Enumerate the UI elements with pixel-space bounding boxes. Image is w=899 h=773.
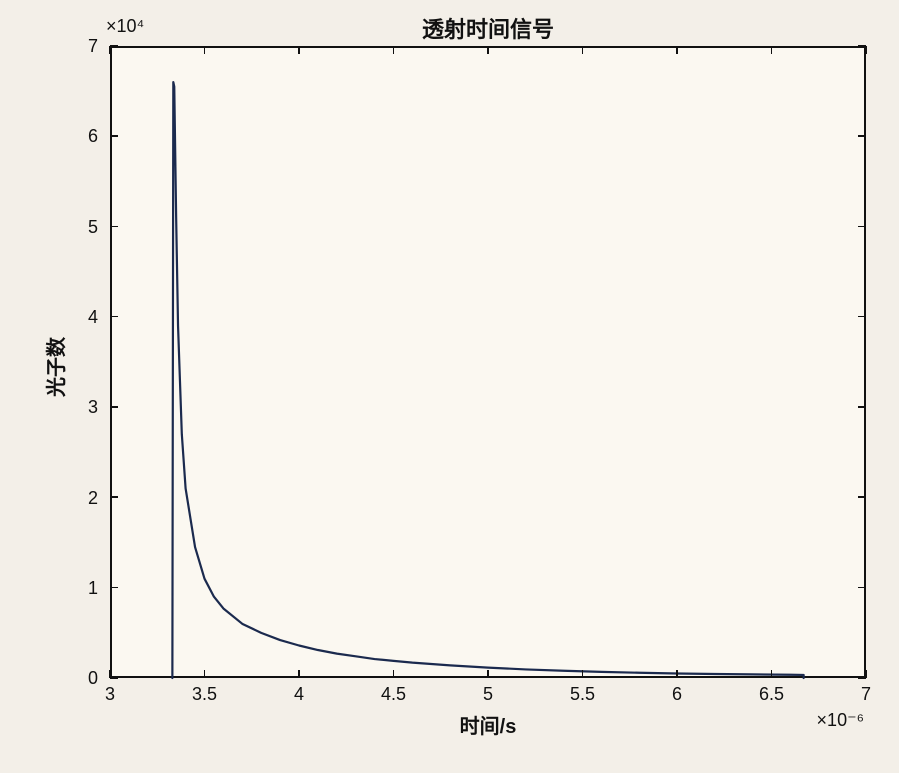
- y-tick-mark: [110, 677, 118, 679]
- x-tick-label: 7: [861, 684, 871, 705]
- x-axis-exponent: ×10⁻⁶: [817, 710, 864, 731]
- x-tick-mark: [109, 46, 111, 54]
- y-axis-exponent: ×10⁴: [106, 16, 144, 37]
- y-tick-mark: [858, 406, 866, 408]
- x-tick-mark: [582, 670, 584, 678]
- x-tick-label: 4: [294, 684, 304, 705]
- x-tick-label: 3.5: [192, 684, 217, 705]
- x-axis-label: 时间/s: [460, 710, 517, 739]
- x-tick-mark: [865, 46, 867, 54]
- x-tick-mark: [771, 46, 773, 54]
- y-tick-mark: [858, 677, 866, 679]
- y-tick-mark: [858, 587, 866, 589]
- x-tick-mark: [676, 46, 678, 54]
- x-tick-mark: [204, 670, 206, 678]
- y-tick-mark: [110, 496, 118, 498]
- y-tick-mark: [110, 406, 118, 408]
- plot-area: [110, 46, 866, 678]
- x-tick-mark: [487, 670, 489, 678]
- x-tick-mark: [393, 670, 395, 678]
- y-tick-mark: [858, 135, 866, 137]
- y-tick-mark: [858, 496, 866, 498]
- x-tick-mark: [204, 46, 206, 54]
- x-tick-label: 6: [672, 684, 682, 705]
- y-tick-mark: [858, 316, 866, 318]
- x-tick-label: 6.5: [759, 684, 784, 705]
- y-axis-label: 光子数: [40, 337, 69, 397]
- y-tick-mark: [858, 45, 866, 47]
- chart-title: 透射时间信号: [422, 12, 554, 44]
- y-tick-mark: [110, 316, 118, 318]
- x-tick-label: 5: [483, 684, 493, 705]
- x-tick-mark: [582, 46, 584, 54]
- x-tick-label: 4.5: [381, 684, 406, 705]
- x-tick-label: 3: [105, 684, 115, 705]
- figure: 透射时间信号 ×10⁴ ×10⁻⁶ 光子数 时间/s 3 3.5 4 4.5 5 5.5 6…: [0, 0, 899, 773]
- x-tick-label: 5.5: [570, 684, 595, 705]
- y-tick-mark: [858, 226, 866, 228]
- x-tick-mark: [298, 670, 300, 678]
- x-tick-mark: [487, 46, 489, 54]
- x-tick-mark: [298, 46, 300, 54]
- y-tick-mark: [110, 135, 118, 137]
- x-tick-mark: [771, 670, 773, 678]
- y-tick-mark: [110, 587, 118, 589]
- y-tick-mark: [110, 226, 118, 228]
- x-tick-mark: [393, 46, 395, 54]
- y-tick-mark: [110, 45, 118, 47]
- x-tick-mark: [676, 670, 678, 678]
